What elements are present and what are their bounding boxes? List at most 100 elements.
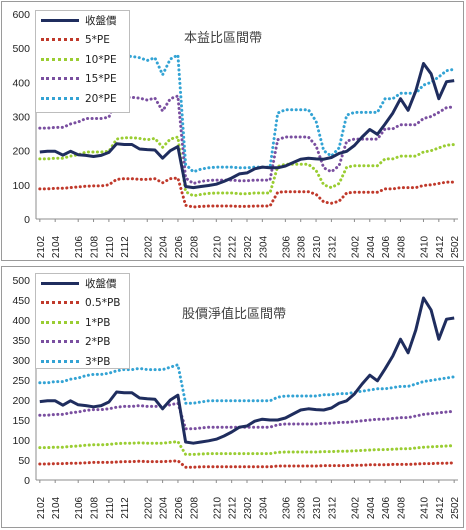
x-tick-label: 2502 bbox=[450, 235, 461, 258]
legend-item: 0.5*PB bbox=[36, 294, 129, 314]
y-tick-label: 250 bbox=[12, 375, 30, 387]
x-tick-label: 2410 bbox=[419, 235, 430, 258]
x-tick-label: 2102 bbox=[36, 496, 47, 519]
legend-item: 收盤價 bbox=[36, 274, 129, 294]
pb-chart-title: 股價淨值比區間帶 bbox=[182, 307, 287, 322]
x-tick-label: 2302 bbox=[243, 496, 254, 519]
x-tick-label: 2202 bbox=[143, 235, 154, 258]
legend-item: 收盤價 bbox=[36, 11, 129, 31]
legend-label: 3*PB bbox=[85, 355, 111, 368]
legend-item: 5*PE bbox=[36, 31, 129, 51]
pe-band-chart: 0 100 200 300 400 500 600 2102 2104 2106 2108 2110 2… bbox=[1, 1, 464, 261]
legend-swatch bbox=[41, 37, 79, 43]
legend-swatch bbox=[41, 300, 79, 306]
y-tick-label: 100 bbox=[12, 435, 30, 447]
x-tick-label: 2306 bbox=[281, 235, 292, 258]
x-tick-label: 2406 bbox=[381, 496, 392, 519]
y-tick-label: 400 bbox=[12, 77, 30, 89]
legend-label: 1*PB bbox=[85, 316, 111, 329]
x-tick-label: 2502 bbox=[450, 496, 461, 519]
pb-band-plot: 0 50 100 150 200 250 300 350 400 450 500 2102 2104 21… bbox=[12, 275, 461, 519]
x-tick-label: 2210 bbox=[212, 235, 223, 258]
x-tick-label: 2308 bbox=[297, 235, 308, 258]
x-tick-label: 2310 bbox=[312, 235, 323, 258]
legend-solid-line bbox=[41, 282, 79, 285]
x-tick-label: 2304 bbox=[258, 235, 269, 258]
x-tick-label: 2304 bbox=[258, 496, 269, 519]
legend-label: 20*PE bbox=[85, 92, 117, 105]
y-tick-label: 0 bbox=[24, 214, 30, 226]
x-tick-label: 2208 bbox=[189, 235, 200, 258]
y-tick-label: 200 bbox=[12, 146, 30, 158]
x-tick-label: 2210 bbox=[212, 496, 223, 519]
legend-swatch bbox=[41, 339, 79, 345]
legend-swatch bbox=[41, 359, 79, 365]
pb-legend: 收盤價 0.5*PB 1*PB 2*PB 3*PB bbox=[35, 273, 130, 369]
x-tick-label: 2302 bbox=[243, 235, 254, 258]
legend-item: 2*PB bbox=[36, 333, 129, 353]
x-tick-label: 2408 bbox=[396, 235, 407, 258]
y-tick-label: 50 bbox=[18, 455, 30, 467]
x-tick-label: 2402 bbox=[350, 235, 361, 258]
legend-label: 收盤價 bbox=[85, 278, 117, 291]
pe-legend: 收盤價 5*PE 10*PE 15*PE 20*PE bbox=[35, 10, 130, 113]
x-tick-label: 2206 bbox=[174, 235, 185, 258]
x-tick-label: 2404 bbox=[366, 496, 377, 519]
x-tick-label: 2104 bbox=[51, 235, 62, 258]
series-line-15*PE bbox=[38, 93, 456, 186]
legend-label: 2*PB bbox=[85, 336, 111, 349]
x-tick-label: 2110 bbox=[105, 236, 116, 258]
y-tick-label: 500 bbox=[12, 275, 30, 287]
y-tick-label: 200 bbox=[12, 395, 30, 407]
y-tick-label: 600 bbox=[12, 9, 30, 21]
x-tick-label: 2410 bbox=[419, 496, 430, 519]
y-tick-label: 350 bbox=[12, 335, 30, 347]
series-line-1*PB bbox=[38, 440, 456, 456]
legend-solid-line bbox=[41, 19, 79, 22]
x-tick-label: 2104 bbox=[51, 496, 62, 519]
x-tick-label: 2412 bbox=[435, 496, 446, 519]
x-tick-label: 2212 bbox=[228, 235, 239, 258]
x-tick-label: 2310 bbox=[312, 496, 323, 519]
x-tick-label: 2306 bbox=[281, 496, 292, 519]
x-tick-label: 2212 bbox=[228, 496, 239, 519]
legend-item: 10*PE bbox=[36, 50, 129, 70]
legend-swatch bbox=[41, 76, 79, 82]
y-tick-label: 300 bbox=[12, 112, 30, 124]
legend-swatch bbox=[41, 96, 79, 102]
legend-label: 10*PE bbox=[85, 53, 117, 66]
x-tick-label: 2206 bbox=[174, 496, 185, 519]
y-tick-label: 300 bbox=[12, 355, 30, 367]
x-tick-label: 2204 bbox=[159, 235, 170, 258]
x-tick-label: 2108 bbox=[90, 235, 101, 258]
x-tick-label: 2208 bbox=[189, 496, 200, 519]
legend-item: 15*PE bbox=[36, 70, 129, 90]
x-tick-label: 2408 bbox=[396, 496, 407, 519]
x-tick-label: 2102 bbox=[36, 235, 47, 258]
x-tick-label: 2204 bbox=[159, 496, 170, 519]
x-tick-label: 2112 bbox=[120, 236, 131, 258]
x-tick-label: 2110 bbox=[105, 497, 116, 519]
x-tick-label: 2112 bbox=[120, 497, 131, 519]
x-tick-label: 2404 bbox=[366, 235, 377, 258]
x-tick-label: 2402 bbox=[350, 496, 361, 519]
y-tick-label: 450 bbox=[12, 295, 30, 307]
legend-swatch bbox=[41, 57, 79, 63]
x-tick-label: 2406 bbox=[381, 235, 392, 258]
series-line-收盤價 bbox=[39, 296, 455, 445]
legend-label: 0.5*PB bbox=[85, 297, 121, 310]
x-tick-label: 2106 bbox=[74, 496, 85, 519]
x-tick-label: 2106 bbox=[74, 235, 85, 258]
legend-label: 5*PE bbox=[85, 34, 110, 47]
legend-item: 3*PB bbox=[36, 352, 129, 372]
x-tick-label: 2308 bbox=[297, 496, 308, 519]
x-tick-label: 2312 bbox=[327, 235, 338, 258]
legend-label: 15*PE bbox=[85, 73, 117, 86]
y-tick-label: 400 bbox=[12, 315, 30, 327]
legend-label: 收盤價 bbox=[85, 15, 117, 28]
y-tick-label: 500 bbox=[12, 43, 30, 55]
y-tick-label: 100 bbox=[12, 180, 30, 192]
pb-band-chart: 0 50 100 150 200 250 300 350 400 450 500 2102 2104 21… bbox=[1, 266, 464, 528]
pe-chart-title: 本益比區間帶 bbox=[184, 31, 263, 46]
x-tick-label: 2312 bbox=[327, 496, 338, 519]
